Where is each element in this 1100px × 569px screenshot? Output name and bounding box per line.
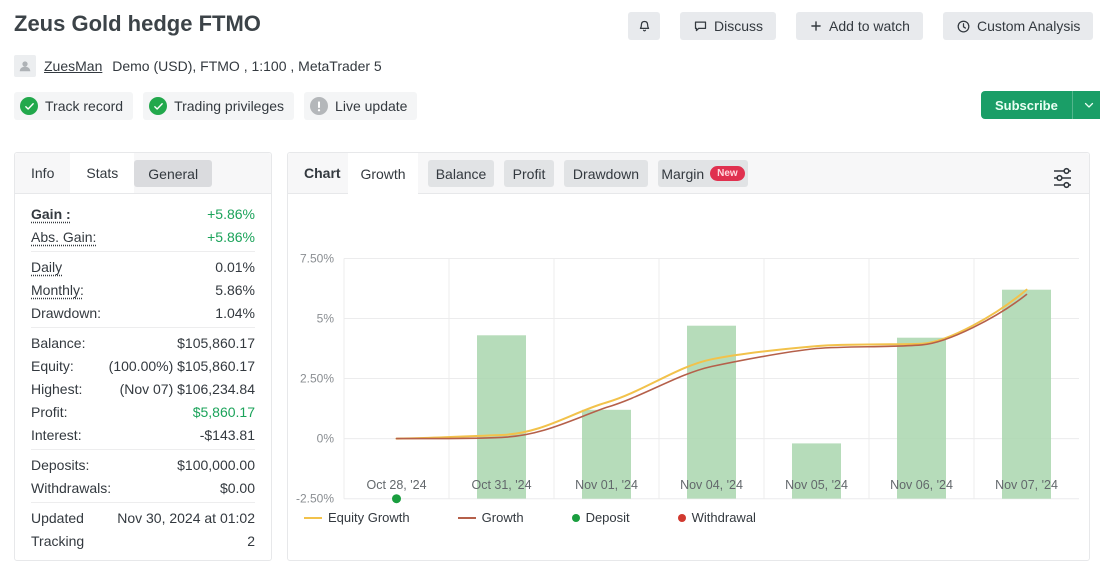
svg-text:5%: 5%	[317, 312, 335, 326]
svg-text:2.50%: 2.50%	[300, 372, 334, 386]
svg-text:Nov 04, '24: Nov 04, '24	[680, 478, 743, 492]
svg-text:0%: 0%	[317, 432, 335, 446]
svg-text:-2.50%: -2.50%	[296, 492, 334, 506]
svg-text:Oct 28, '24: Oct 28, '24	[366, 478, 426, 492]
svg-text:Oct 31, '24: Oct 31, '24	[471, 478, 531, 492]
svg-text:Nov 05, '24: Nov 05, '24	[785, 478, 848, 492]
svg-text:7.50%: 7.50%	[300, 252, 334, 266]
svg-text:Nov 07, '24: Nov 07, '24	[995, 478, 1058, 492]
svg-text:Nov 01, '24: Nov 01, '24	[575, 478, 638, 492]
svg-text:Nov 06, '24: Nov 06, '24	[890, 478, 953, 492]
